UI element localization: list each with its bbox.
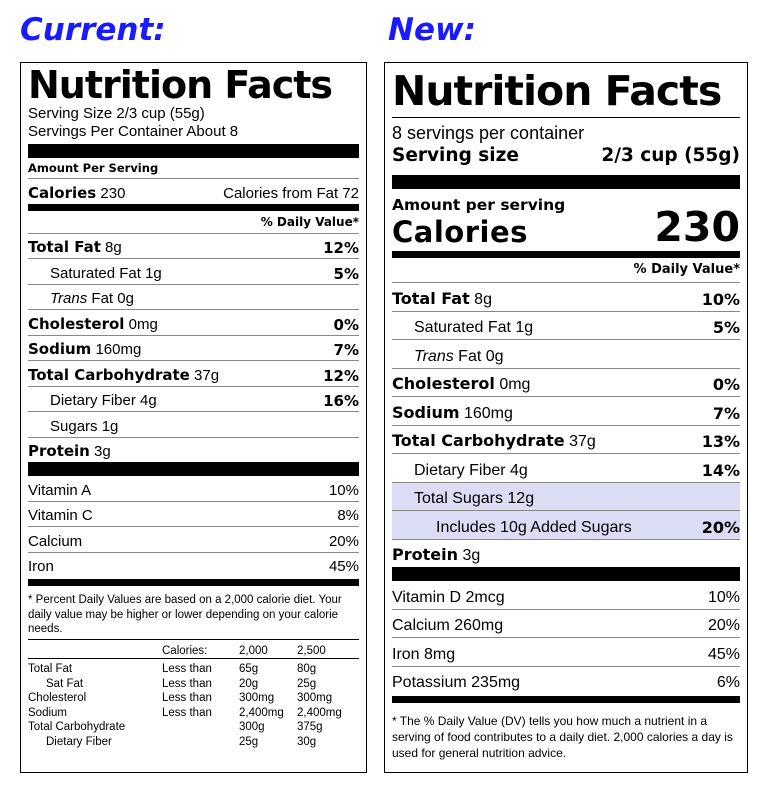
nutrient-row-saturated-fat: Saturated Fat 1g 5% (392, 310, 740, 340)
nutrient-row-total-fat: Total Fat 8g 12% (28, 232, 359, 259)
dv-header: % Daily Value* (260, 214, 359, 229)
vitamin-row-calcium: Calcium 260mg 20% (392, 608, 740, 638)
nutrient-row-protein: Protein 3g (392, 538, 740, 568)
nutrient-row-total-fat: Total Fat 8g 10% (392, 282, 740, 311)
nutrient-row-cholesterol: Cholesterol 0mg 0% (28, 309, 359, 335)
nutrient-row-sodium: Sodium 160mg 7% (392, 396, 740, 425)
new-heading: New: (388, 12, 477, 48)
daily-values-header: Calories: 2,000 2,500 (162, 644, 326, 657)
daily-values-row: Total Carbohydrate 300g 375g (28, 721, 323, 733)
daily-values-row: Total Fat Less than 65g 80g (28, 663, 317, 675)
vitamin-row-vitamin-c: Vitamin C 8% (28, 500, 359, 527)
amount-per-serving: Amount per serving (392, 196, 566, 214)
calories-value: 230 (654, 203, 740, 251)
amount-per-serving: Amount Per Serving (28, 161, 159, 175)
calories-label: Calories (392, 215, 528, 249)
nutrient-row-dietary-fiber: Dietary Fiber 4g 14% (392, 453, 740, 482)
vitamin-row-iron: Iron 45% (28, 551, 359, 578)
vitamin-row-potassium: Potassium 235mg 6% (392, 665, 740, 695)
calories-block: Amount per serving Calories 230 (392, 189, 740, 249)
daily-values-row: Sat Fat Less than 20g 25g (46, 677, 317, 690)
vitamin-row-vitamin-d: Vitamin D 2mcg 10% (392, 588, 740, 606)
medium-divider (392, 251, 740, 258)
label-title: Nutrition Facts (28, 63, 333, 107)
servings-per-container: Servings Per Container About 8 (28, 123, 239, 140)
nutrient-row-total-carbohydrate: Total Carbohydrate 37g 13% (392, 424, 740, 454)
serving-size: Serving Size 2/3 cup (55g) (28, 105, 205, 122)
new-nutrition-label: Nutrition Facts 8 servings per container… (384, 62, 748, 773)
current-nutrition-label: Nutrition Facts Serving Size 2/3 cup (55… (20, 62, 367, 773)
serving-size-value: 2/3 cup (55g) (601, 145, 740, 166)
thick-divider (28, 144, 359, 158)
dv-header: % Daily Value* (633, 262, 740, 277)
daily-values-row: Cholesterol Less than 300mg 300mg (28, 692, 333, 704)
nutrient-row-added-sugars: Includes 10g Added Sugars 20% (392, 510, 740, 539)
current-heading: Current: (20, 12, 166, 48)
daily-values-row: Dietary Fiber 25g 30g (46, 735, 317, 748)
footnote: * Percent Daily Values are based on a 2,… (28, 594, 342, 635)
vitamin-row-iron: Iron 8mg 45% (392, 637, 740, 666)
nutrient-row-trans-fat: Trans Fat 0g (392, 339, 740, 368)
thick-divider (392, 567, 740, 581)
servings-per-container: 8 servings per container (392, 123, 585, 143)
daily-values-row: Sodium Less than 2,400mg 2,400mg (28, 706, 342, 719)
serving-size-label: Serving size (392, 145, 519, 166)
footnote: * The % Daily Value (DV) tells you how m… (392, 714, 733, 760)
vitamin-row-calcium: Calcium 20% (28, 526, 359, 552)
nutrient-row-total-carbohydrate: Total Carbohydrate 37g 12% (28, 360, 359, 386)
daily-values-table: Calories: 2,000 2,500 Total Fat Less than… (28, 644, 359, 750)
nutrient-row-dietary-fiber: Dietary Fiber 4g 16% (28, 385, 359, 412)
calories-label: Calories (28, 183, 97, 202)
medium-divider (28, 579, 359, 586)
vitamin-row-vitamin-a: Vitamin A 10% (28, 481, 359, 499)
calories-row: Calories 230 Calories from Fat 72 (28, 178, 359, 204)
nutrient-row-cholesterol: Cholesterol 0mg 0% (392, 367, 740, 397)
nutrient-row-protein: Protein 3g (28, 436, 359, 463)
nutrient-row-trans-fat: Trans Fat 0g (28, 283, 359, 310)
nutrient-row-total-sugars: Total Sugars 12g (392, 481, 740, 510)
nutrient-row-saturated-fat: Saturated Fat 1g 5% (28, 258, 359, 284)
medium-divider (28, 203, 359, 211)
medium-divider (392, 696, 740, 703)
calories-value: 230 (100, 184, 126, 202)
serving-size-row: Serving size 2/3 cup (55g) (392, 144, 740, 168)
thick-divider (392, 175, 740, 189)
thick-divider (28, 462, 359, 476)
nutrient-row-sugars: Sugars 1g (28, 411, 359, 437)
label-title: Nutrition Facts (392, 67, 722, 115)
calories-from-fat: Calories from Fat 72 (223, 184, 359, 202)
nutrient-row-sodium: Sodium 160mg 7% (28, 334, 359, 361)
